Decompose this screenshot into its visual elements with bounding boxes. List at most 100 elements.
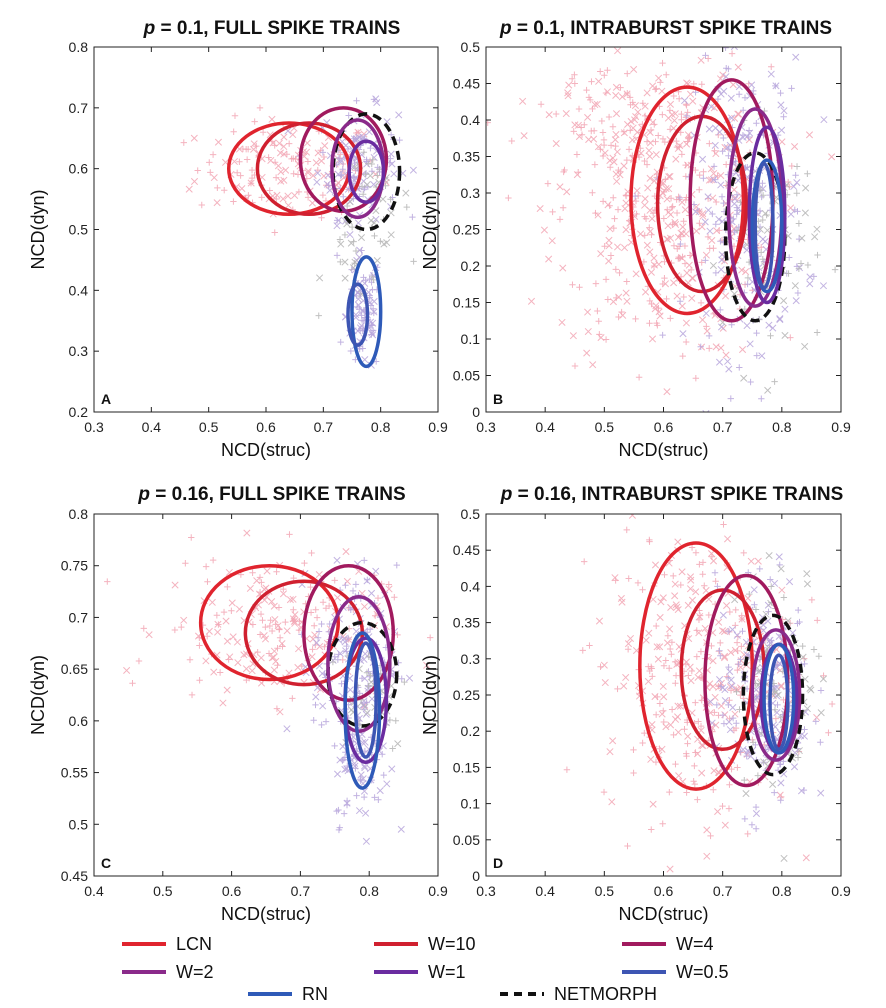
scatter-point — [651, 305, 659, 313]
scatter-point — [257, 654, 265, 662]
scatter-point — [732, 622, 739, 629]
scatter-point — [647, 126, 655, 134]
scatter-point — [801, 209, 809, 217]
scatter-point — [402, 189, 410, 197]
x-tick-label: 0.9 — [831, 419, 851, 435]
scatter-point — [734, 63, 742, 71]
scatter-point — [746, 340, 754, 348]
scatter-point — [727, 687, 735, 694]
scatter-point — [795, 747, 803, 755]
scatter-point — [336, 756, 344, 764]
scatter-point — [820, 672, 827, 679]
scatter-point — [303, 139, 311, 147]
scatter-point — [646, 224, 653, 231]
scatter-point — [586, 96, 594, 104]
scatter-point — [129, 679, 136, 687]
scatter-point — [730, 47, 738, 51]
scatter-point — [270, 666, 278, 674]
ellipse-rn — [762, 642, 796, 755]
scatter-point — [612, 83, 621, 91]
scatter-point — [342, 548, 350, 556]
scatter-point — [666, 625, 674, 633]
scatter-point — [268, 654, 276, 662]
scatter-point — [334, 656, 342, 663]
scatter-point — [655, 132, 662, 139]
scatter-point — [563, 188, 571, 196]
scatter-point — [363, 669, 371, 676]
scatter-point — [696, 612, 704, 619]
scatter-point — [720, 134, 727, 142]
scatter-point — [635, 374, 643, 381]
scatter-point — [786, 183, 793, 190]
scatter-point — [665, 665, 673, 672]
scatter-point — [748, 821, 756, 828]
scatter-point — [702, 257, 709, 264]
scatter-point — [670, 279, 678, 287]
scatter-point — [388, 765, 396, 773]
scatter-point — [631, 102, 639, 110]
scatter-point — [777, 565, 785, 573]
scatter-point — [302, 148, 311, 156]
scatter-point — [767, 576, 774, 583]
scatter-point — [695, 718, 702, 725]
scatter-point — [653, 643, 661, 651]
x-tick-label: 0.8 — [772, 883, 792, 899]
scatter-point — [631, 192, 639, 200]
scatter-point — [275, 139, 283, 147]
scatter-point — [214, 620, 222, 628]
scatter-point — [729, 714, 737, 722]
scatter-point — [765, 552, 773, 560]
scatter-point — [363, 156, 370, 163]
scatter-point — [639, 739, 646, 747]
scatter-point — [720, 521, 727, 528]
scatter-point — [659, 189, 667, 197]
scatter-point — [667, 721, 675, 729]
scatter-point — [676, 702, 684, 710]
scatter-point — [686, 252, 694, 259]
x-tick-label: 0.6 — [256, 419, 276, 435]
scatter-point — [319, 191, 327, 199]
scatter-point — [620, 162, 628, 170]
axes-frame — [93, 513, 439, 877]
scatter-point — [319, 149, 327, 156]
scatter-point — [652, 138, 659, 145]
y-tick-label: 0.7 — [69, 100, 89, 116]
scatter-point — [290, 606, 297, 613]
scatter-point — [677, 581, 684, 589]
scatter-point — [540, 226, 548, 234]
scatter-point — [701, 582, 708, 589]
scatter-point — [369, 273, 376, 281]
scatter-point — [703, 323, 710, 330]
scatter-point — [207, 169, 214, 176]
scatter-point — [333, 770, 342, 778]
scatter-point — [605, 242, 613, 250]
scatter-point — [700, 175, 707, 182]
scatter-point — [380, 240, 388, 248]
scatter-point — [249, 621, 257, 628]
scatter-point — [806, 273, 814, 281]
scatter-point — [352, 765, 359, 772]
scatter-point — [178, 623, 185, 631]
scatter-point — [616, 269, 623, 277]
y-tick-label: 0.5 — [461, 506, 481, 522]
scatter-point — [596, 331, 603, 338]
scatter-point — [294, 171, 302, 178]
scatter-point — [765, 321, 773, 329]
scatter-point — [776, 666, 784, 674]
scatter-point — [663, 388, 671, 396]
scatter-point — [612, 266, 620, 273]
scatter-point — [588, 78, 595, 85]
scatter-point — [646, 139, 655, 147]
scatter-point — [810, 646, 818, 653]
scatter-point — [324, 171, 332, 179]
scatter-point — [668, 706, 676, 713]
scatter-point — [684, 601, 692, 609]
scatter-point — [726, 726, 734, 734]
scatter-point — [641, 157, 648, 165]
scatter-point — [337, 338, 344, 346]
scatter-point — [591, 161, 599, 168]
scatter-point — [673, 137, 680, 145]
scatter-point — [744, 280, 751, 288]
scatter-point — [556, 183, 564, 191]
scatter-point — [752, 803, 760, 811]
